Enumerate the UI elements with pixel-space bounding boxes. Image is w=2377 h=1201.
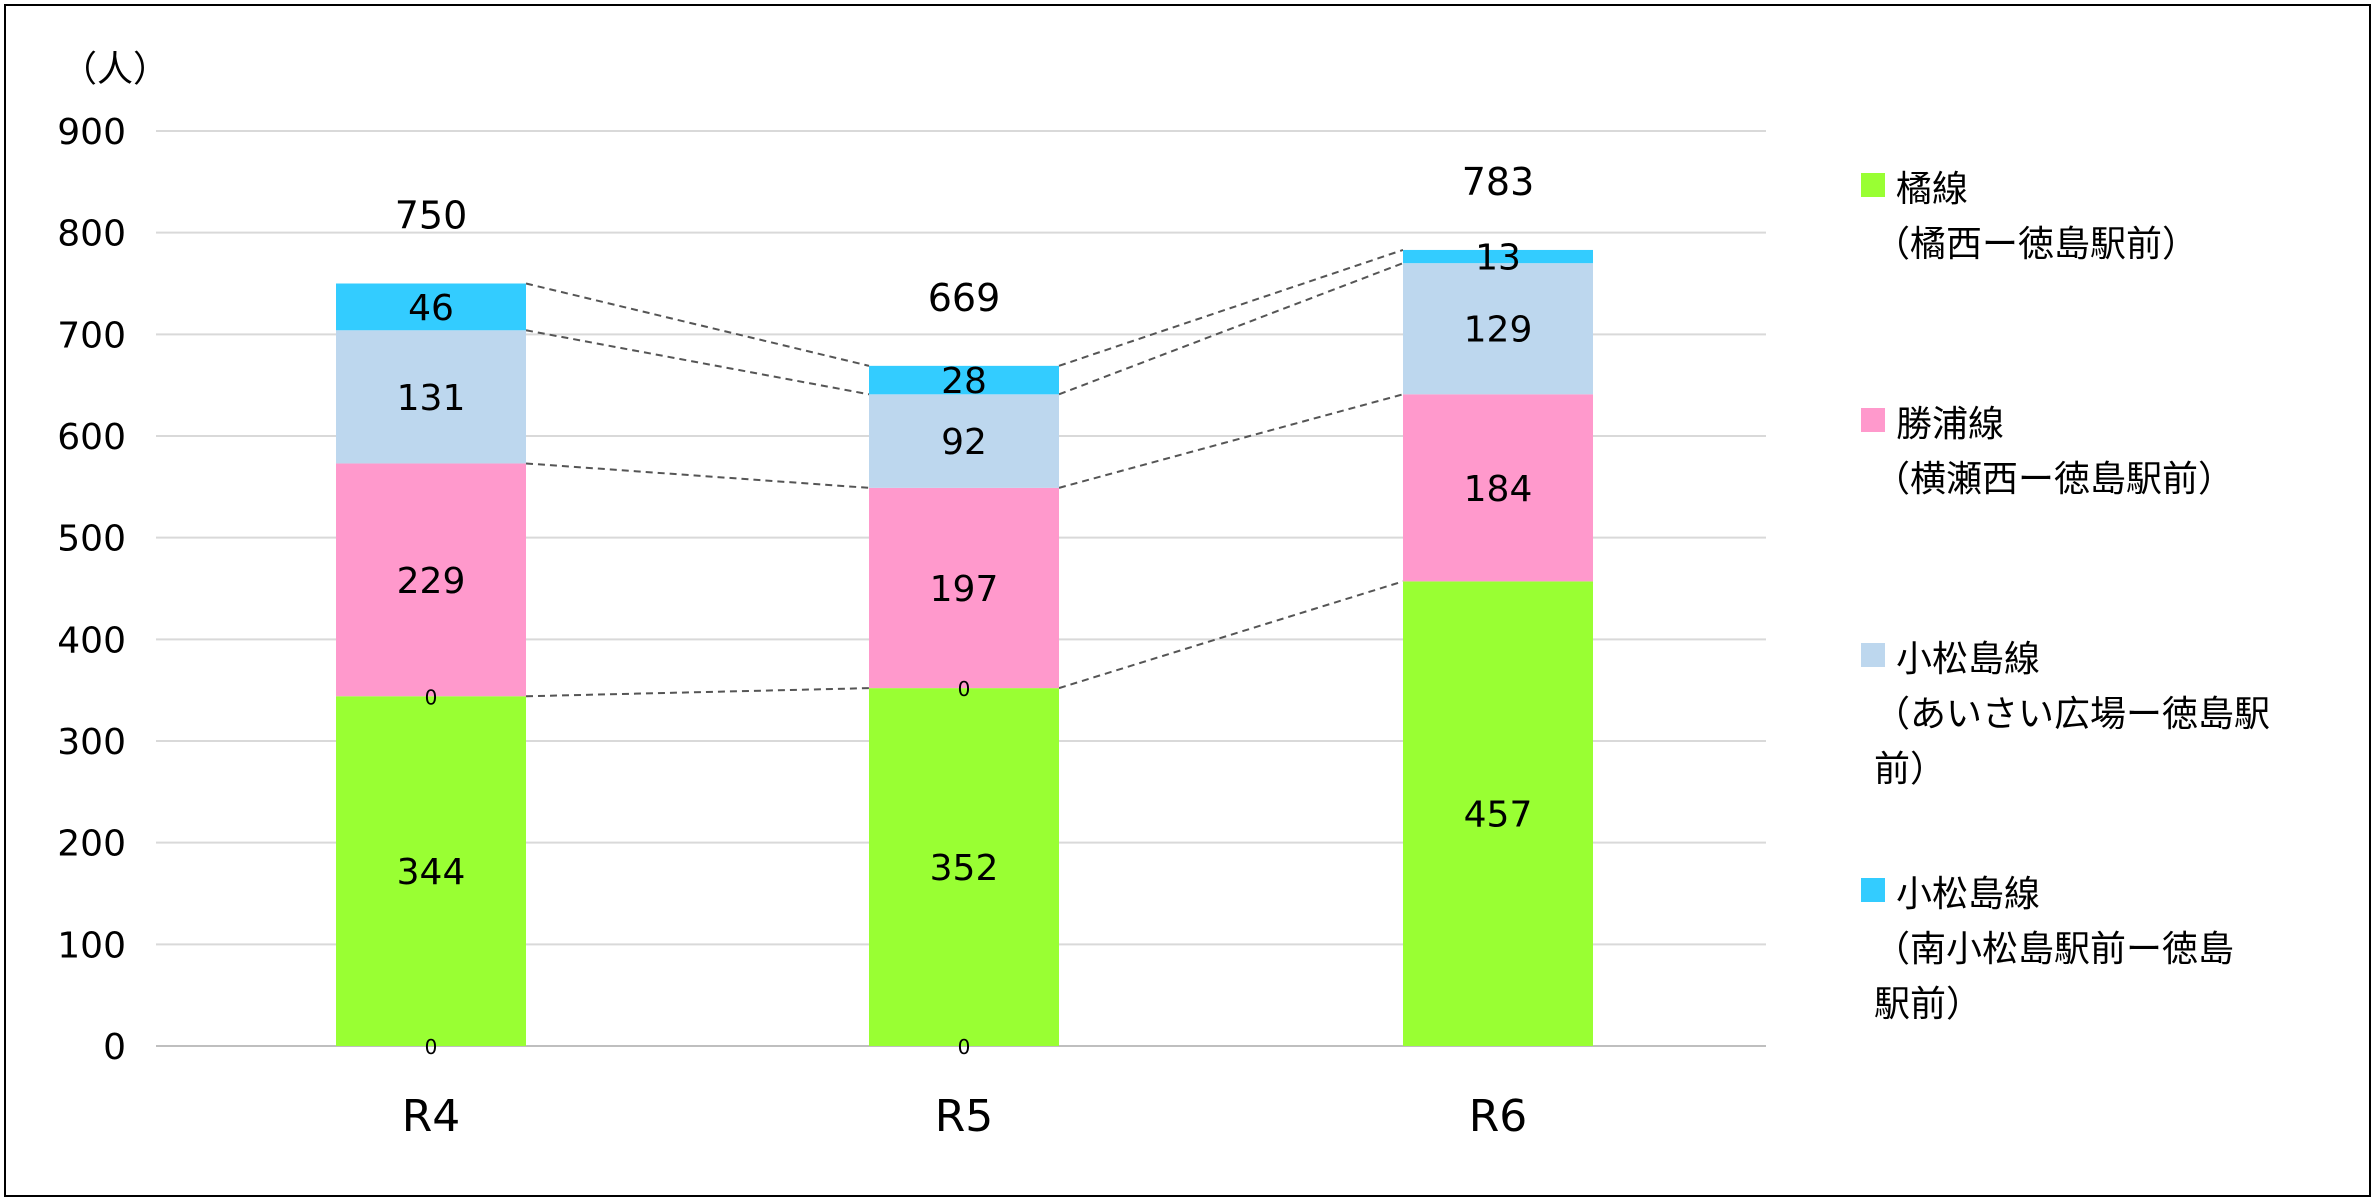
bar-segment bbox=[869, 487, 1059, 689]
zero-marker-label: 0 bbox=[958, 1035, 971, 1059]
zero-marker-label: 0 bbox=[425, 1035, 438, 1059]
x-tick-label: R4 bbox=[402, 1091, 461, 1142]
bar-segment bbox=[869, 688, 1059, 1046]
data-label: 229 bbox=[397, 561, 466, 602]
connector-line bbox=[525, 329, 870, 396]
total-label: 669 bbox=[928, 276, 1001, 320]
x-tick-label: R5 bbox=[935, 1091, 994, 1142]
y-tick-label: 800 bbox=[57, 214, 126, 255]
legend-label: 橘線 bbox=[1896, 169, 1968, 210]
y-tick-label: 600 bbox=[57, 417, 126, 458]
legend-label: 駅前） bbox=[1874, 984, 1982, 1025]
y-tick-label: 0 bbox=[103, 1027, 126, 1068]
axes: （人） 0 100 200 300 400 500 600 700 800 900 R4 R5 R6 bbox=[57, 49, 1527, 1142]
connector-line bbox=[1058, 580, 1404, 690]
connector-lines bbox=[525, 249, 1404, 698]
legend-swatch bbox=[1861, 643, 1885, 667]
data-label: 129 bbox=[1464, 310, 1533, 351]
x-tick-label: R6 bbox=[1469, 1091, 1528, 1142]
legend-label: 小松島線 bbox=[1896, 874, 2040, 915]
data-label: 197 bbox=[930, 569, 999, 610]
bars bbox=[336, 249, 1593, 1046]
legend-swatch bbox=[1861, 408, 1885, 432]
bar-segment bbox=[1403, 263, 1593, 395]
bar-segment bbox=[869, 365, 1059, 395]
bar-segment bbox=[336, 696, 526, 1046]
y-tick-label: 700 bbox=[57, 315, 126, 356]
legend-label: （南小松島駅前ー徳島 bbox=[1874, 929, 2234, 970]
y-tick-label: 300 bbox=[57, 722, 126, 763]
data-labels: 344 229 131 46 750 352 197 92 28 669 457 184 129 13 78… bbox=[395, 160, 1535, 1059]
legend-label: 小松島線 bbox=[1896, 639, 2040, 680]
y-axis-unit-label: （人） bbox=[61, 49, 169, 90]
connector-line bbox=[1058, 249, 1404, 367]
data-label: 131 bbox=[397, 378, 466, 419]
data-label: 184 bbox=[1464, 469, 1533, 510]
y-tick-label: 100 bbox=[57, 925, 126, 966]
legend-swatch bbox=[1861, 173, 1885, 197]
connector-line bbox=[525, 462, 870, 489]
data-label: 28 bbox=[941, 361, 987, 402]
data-label: 92 bbox=[941, 422, 987, 463]
legend-label: 前） bbox=[1874, 749, 1946, 790]
data-label: 457 bbox=[1464, 795, 1533, 836]
legend: 橘線 （橘西ー徳島駅前） 勝浦線 （横瀬西ー徳島駅前） 小松島線 （あいさい広場ー徳島駅前… bbox=[1861, 169, 2270, 1025]
legend-swatch bbox=[1861, 878, 1885, 902]
connector-line bbox=[525, 282, 870, 367]
connector-line bbox=[1058, 393, 1404, 489]
zero-marker-label: 0 bbox=[958, 677, 971, 701]
bar-segment bbox=[336, 330, 526, 464]
connector-line bbox=[525, 687, 870, 698]
data-label: 46 bbox=[408, 288, 454, 329]
chart-frame: 344 229 131 46 750 352 197 92 28 669 457 184 129 13 78… bbox=[4, 4, 2371, 1197]
legend-label: （横瀬西ー徳島駅前） bbox=[1874, 459, 2234, 500]
zero-marker-label: 0 bbox=[425, 685, 438, 709]
bar-segment bbox=[336, 283, 526, 331]
total-label: 783 bbox=[1462, 160, 1535, 204]
y-tick-label: 900 bbox=[57, 112, 126, 153]
data-label: 344 bbox=[397, 852, 466, 893]
connector-line bbox=[1058, 262, 1404, 396]
data-label: 352 bbox=[930, 848, 999, 889]
bar-segment bbox=[1403, 394, 1593, 582]
y-tick-label: 200 bbox=[57, 824, 126, 865]
data-label: 13 bbox=[1475, 238, 1521, 279]
bar-segment bbox=[336, 463, 526, 697]
legend-label: （あいさい広場ー徳島駅 bbox=[1874, 694, 2270, 735]
y-tick-label: 400 bbox=[57, 620, 126, 661]
bar-segment bbox=[869, 394, 1059, 488]
y-tick-label: 500 bbox=[57, 519, 126, 560]
legend-label: 勝浦線 bbox=[1896, 404, 2004, 445]
total-label: 750 bbox=[395, 194, 468, 238]
bar-segment bbox=[1403, 249, 1593, 264]
legend-label: （橘西ー徳島駅前） bbox=[1874, 224, 2198, 265]
bar-segment bbox=[1403, 581, 1593, 1046]
stacked-bar-chart: 344 229 131 46 750 352 197 92 28 669 457 184 129 13 78… bbox=[57, 49, 2270, 1142]
